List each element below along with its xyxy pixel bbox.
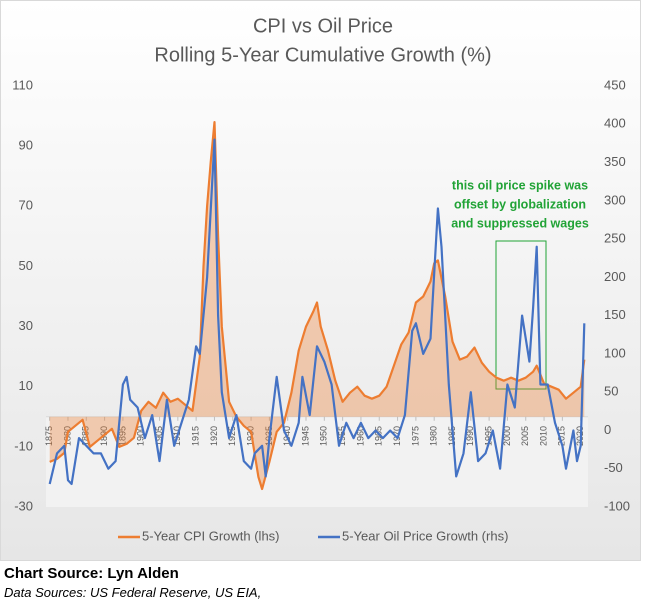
y2-tick-label: 300 [604, 192, 626, 207]
x-tick-label: 1980 [429, 426, 439, 446]
y-tick-label: -10 [14, 438, 33, 453]
x-tick-label: 1945 [300, 426, 310, 446]
x-tick-label: 2010 [538, 426, 548, 446]
x-tick-label: 1930 [245, 426, 255, 446]
chart-title: CPI vs Oil Price [253, 15, 393, 37]
y2-tick-label: 0 [604, 422, 611, 437]
y2-tick-label: 250 [604, 231, 626, 246]
x-tick-label: 1900 [136, 426, 146, 446]
x-tick-label: 1995 [483, 426, 493, 446]
annotation-box [495, 240, 547, 390]
x-tick-label: 1965 [374, 426, 384, 446]
x-tick-label: 1915 [191, 426, 201, 446]
x-tick-label: 1975 [410, 426, 420, 446]
y2-tick-label: 400 [604, 116, 626, 131]
series-line [49, 121, 586, 491]
annotation: offset by globalization [454, 197, 586, 211]
y-tick-label: 110 [12, 77, 33, 92]
x-tick-label: 1885 [81, 426, 91, 446]
chart-source: Chart Source: Lyn Alden [4, 565, 179, 582]
data-sources: Data Sources: US Federal Reserve, US EIA… [4, 585, 262, 600]
annotation: and suppressed wages [451, 216, 589, 230]
chart-subtitle: Rolling 5-Year Cumulative Growth (%) [154, 44, 491, 66]
y2-tick-label: 150 [604, 307, 626, 322]
y-tick-label: -30 [14, 498, 33, 513]
y2-tick-label: 50 [604, 384, 618, 399]
legend-label: 5-Year Oil Price Growth (rhs) [342, 528, 508, 543]
y-tick-label: 90 [19, 138, 33, 153]
series-line [48, 138, 586, 486]
y2-tick-label: 200 [604, 269, 626, 284]
y2-tick-label: -50 [604, 460, 623, 475]
legend-label: 5-Year CPI Growth (lhs) [142, 528, 280, 543]
x-tick-label: 1920 [209, 426, 219, 446]
x-tick-label: 1950 [319, 426, 329, 446]
x-tick-label: 2005 [520, 426, 530, 446]
x-tick-label: 1990 [465, 426, 475, 446]
y2-tick-label: 350 [604, 154, 626, 169]
y-tick-label: 50 [19, 258, 33, 273]
y-tick-label: 30 [19, 318, 33, 333]
x-tick-label: 1925 [227, 426, 237, 446]
x-tick-label: 2015 [557, 426, 567, 446]
x-tick-label: 1875 [44, 426, 54, 446]
x-tick-label: 1905 [154, 426, 164, 446]
y2-tick-label: -100 [604, 498, 630, 513]
x-tick-label: 1960 [355, 426, 365, 446]
y-tick-label: 70 [19, 198, 33, 213]
x-tick-label: 2000 [502, 426, 512, 446]
y2-tick-label: 100 [604, 345, 626, 360]
chart: CPI vs Oil Price Rolling 5-Year Cumulati… [0, 0, 641, 561]
x-tick-label: 1895 [117, 426, 127, 446]
y-tick-label: 10 [19, 378, 33, 393]
y2-tick-label: 450 [604, 77, 626, 92]
annotation: this oil price spike was [452, 178, 588, 192]
